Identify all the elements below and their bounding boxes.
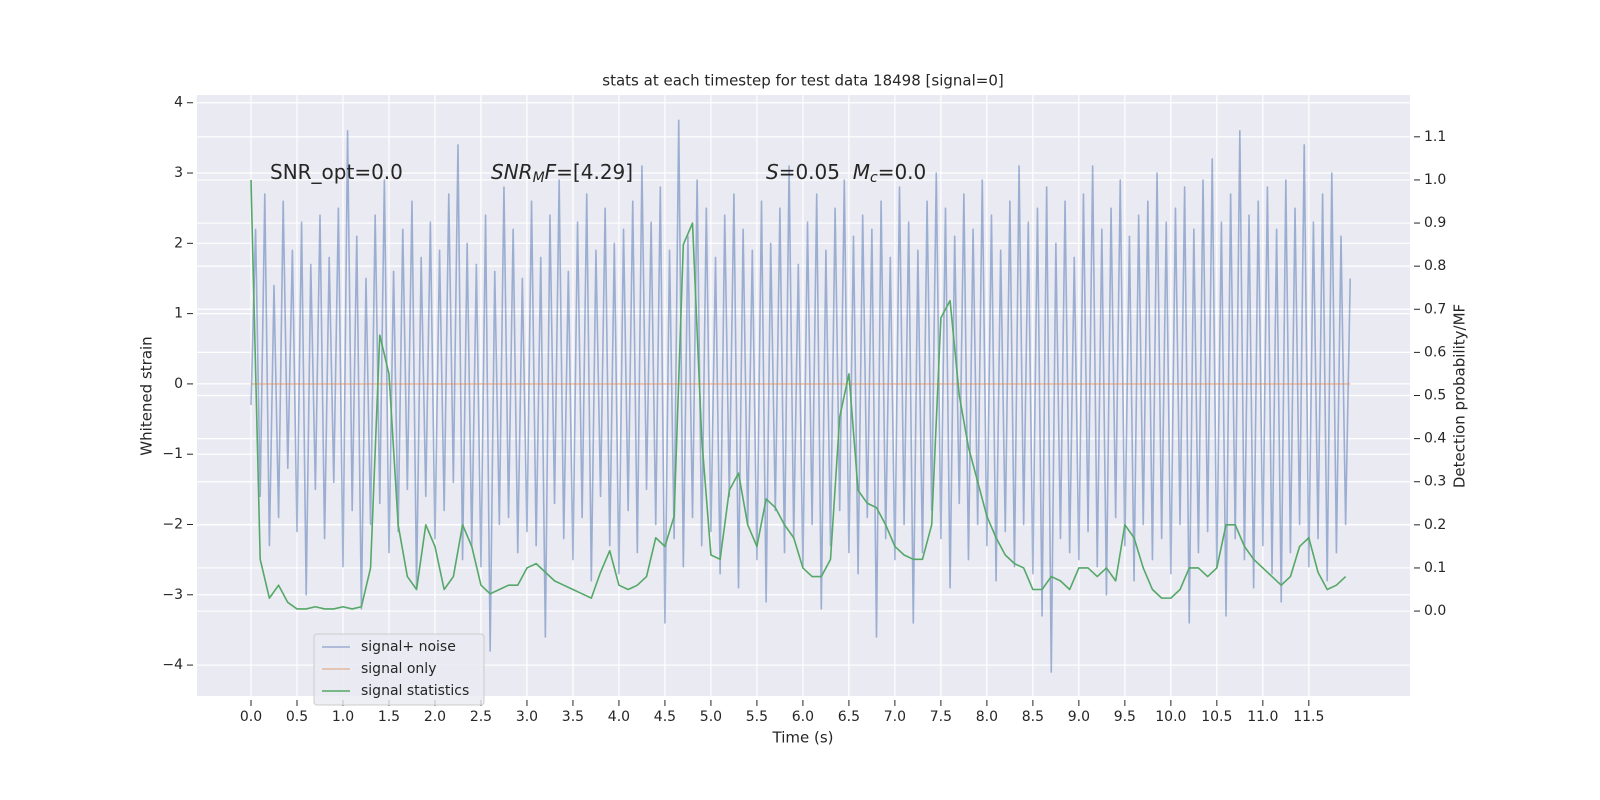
x-tick-label: 3.0 [516,709,538,725]
legend-label: signal+ noise [361,639,456,655]
y-tick-label: 0 [174,376,183,392]
series-layer [250,119,1352,673]
x-tick-label: 2.5 [470,709,492,725]
annotation-part: SNR [491,160,533,184]
y-tick-label: 3 [174,165,183,181]
annotation-part: M [533,170,545,186]
x-tick-label: 9.0 [1068,709,1090,725]
annotation-part: F [545,160,557,184]
y-tick-label: −4 [162,657,183,673]
x-tick-label: 8.0 [976,709,998,725]
x-tick-label: 1.5 [378,709,400,725]
x-tick-label: 7.0 [884,709,906,725]
annotations: SNR_opt=0.0 SNRMF=[4.29] S=0.05 Mc=0.0 [270,160,926,187]
x-tick-label: 5.0 [700,709,722,725]
annotation-part: M [853,160,870,184]
y2-tick-label: 0.8 [1424,258,1446,274]
y-tick-label: −1 [162,446,183,462]
y2-tick-label: 0.7 [1424,301,1446,317]
legend-label: signal only [361,661,436,677]
y2-tick-label: 0.2 [1424,517,1446,533]
x-tick-label: 11.0 [1247,709,1278,725]
x-tick-label: 10.5 [1201,709,1232,725]
x-tick-label: 4.0 [608,709,630,725]
annotation-part: SNR_opt=0.0 [270,160,403,184]
x-tick-label: 11.5 [1293,709,1324,725]
x-tick-label: 4.5 [654,709,676,725]
y-tick-label: 2 [174,235,183,251]
series-line [250,179,1347,610]
y2-tick-label: 1.1 [1424,129,1446,145]
legend-label: signal statistics [361,683,469,699]
series-line [250,119,1352,673]
y2-tick-label: 0.5 [1424,388,1446,404]
annotation-part: =0.05 [779,160,853,184]
y-tick-label: −3 [162,587,183,603]
y-tick-label: 4 [174,95,183,111]
annotation: S=0.05 Mc=0.0 [766,160,926,187]
y2-tick-label: 0.9 [1424,215,1446,231]
x-tick-label: 1.0 [332,709,354,725]
x-tick-label: 5.5 [746,709,768,725]
y-tick-label: −2 [162,516,183,532]
y-axis-label: Whitened strain [138,336,156,455]
legend: signal+ noise signal only signal statistic… [313,633,485,706]
x-tick-label: 0.5 [286,709,308,725]
x-tick-label: 6.0 [792,709,814,725]
annotation: SNRMF=[4.29] [491,160,633,187]
x-tick-label: 9.5 [1114,709,1136,725]
x-tick-label: 0.0 [240,709,262,725]
x-tick-label: 6.5 [838,709,860,725]
annotation-part: =[4.29] [556,160,633,184]
annotation: SNR_opt=0.0 [270,160,403,184]
legend-box [313,633,485,706]
y2-axis-label: Detection probability/MF [1451,304,1469,488]
chart-title: stats at each timestep for test data 184… [602,72,1003,90]
x-tick-label: 3.5 [562,709,584,725]
annotation-part: S [766,160,779,184]
annotation-part: c [870,170,878,186]
x-tick-label: 10.0 [1155,709,1186,725]
y-tick-label: 1 [174,306,183,322]
axes: 0.0 0.5 1.0 1.5 2.0 2.5 3.0 3.5 4.0 4.5 5.0 5.5 6.0 6… [162,95,1446,725]
x-axis-label: Time (s) [772,729,834,747]
y2-tick-label: 0.6 [1424,344,1446,360]
y2-tick-label: 1.0 [1424,172,1446,188]
y2-tick-label: 0.4 [1424,431,1446,447]
y2-tick-label: 0.3 [1424,474,1446,490]
y2-tick-label: 0.1 [1424,560,1446,576]
annotation-part: =0.0 [878,160,927,184]
x-tick-label: 7.5 [930,709,952,725]
x-tick-label: 8.5 [1022,709,1044,725]
x-tick-label: 2.0 [424,709,446,725]
y2-tick-label: 0.0 [1424,603,1446,619]
